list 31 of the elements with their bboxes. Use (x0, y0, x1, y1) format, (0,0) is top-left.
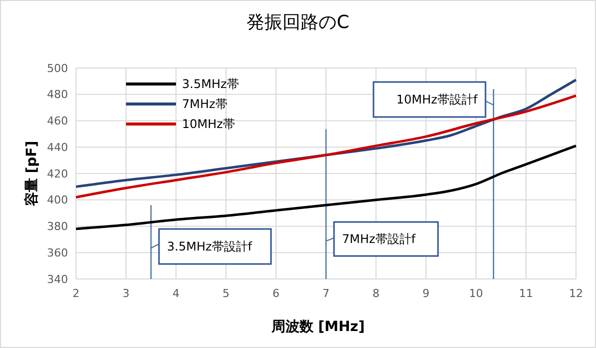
ref-line-label: 10MHz帯設計f (396, 92, 478, 107)
x-tick-label: 4 (172, 287, 180, 300)
legend-label: 3.5MHz帯 (182, 77, 239, 92)
x-tick-label: 2 (72, 287, 80, 300)
legend-label: 7MHz帯 (182, 97, 228, 112)
x-tick-label: 10 (469, 287, 483, 300)
x-tick-label: 8 (372, 287, 380, 300)
x-tick-label: 3 (122, 287, 130, 300)
x-tick-label: 12 (569, 287, 583, 300)
ref-line-label: 7MHz帯設計f (342, 232, 416, 246)
y-tick-label: 400 (47, 194, 68, 207)
chart-title: 発振回路のC (246, 12, 350, 33)
y-tick-label: 480 (47, 88, 68, 102)
y-tick-label: 360 (47, 246, 68, 260)
y-tick-label: 440 (47, 140, 68, 154)
y-tick-label: 380 (47, 220, 68, 234)
line-series (74, 144, 578, 230)
legend-label: 10MHz帯 (182, 117, 235, 132)
ref-line-label: 3.5MHz帯設計f (167, 240, 253, 254)
x-tick-label: 9 (422, 287, 430, 300)
y-tick-label: 340 (47, 272, 68, 286)
x-tick-label: 6 (272, 287, 280, 300)
x-axis-title: 周波数 [MHz] (270, 319, 365, 335)
y-axis-title: 容量 [pF] (23, 140, 40, 208)
x-tick-label: 7 (322, 287, 330, 300)
y-tick-label: 420 (47, 167, 68, 180)
line-series (74, 94, 578, 198)
x-tick-label: 11 (519, 287, 533, 300)
x-tick-label: 5 (222, 287, 230, 300)
y-tick-label: 500 (47, 62, 68, 75)
y-tick-label: 460 (47, 114, 68, 128)
